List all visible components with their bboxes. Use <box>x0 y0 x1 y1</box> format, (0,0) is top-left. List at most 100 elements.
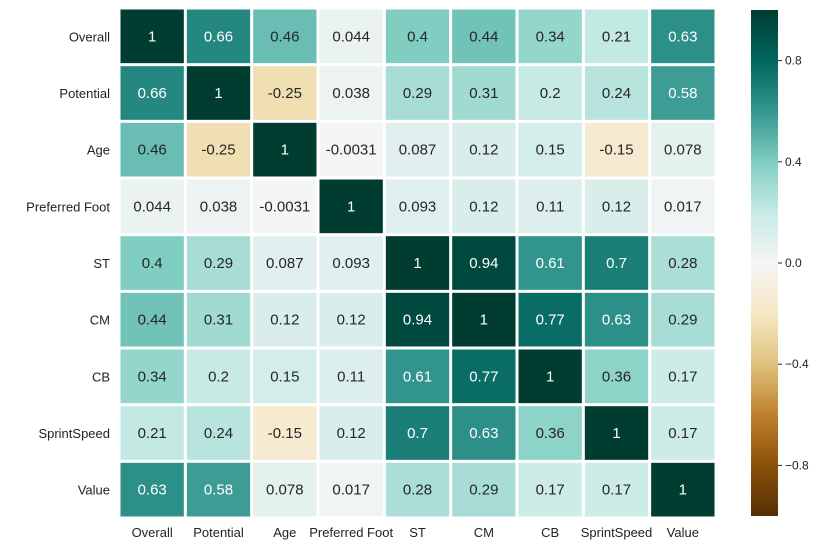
heatmap-cell <box>518 9 582 64</box>
cell-value-label: 0.63 <box>138 482 167 499</box>
heatmap-cell <box>319 292 383 347</box>
heatmap-cell <box>120 349 184 404</box>
cell-value-label: 0.12 <box>270 312 299 329</box>
y-tick-label: CM <box>90 313 110 328</box>
cell-value-label: 1 <box>281 142 289 159</box>
cell-value-label: 0.66 <box>138 85 167 102</box>
heatmap-cell <box>452 292 516 347</box>
y-tick-label: CB <box>92 369 110 384</box>
heatmap-cell <box>120 406 184 460</box>
y-tick-label: Potential <box>59 86 110 101</box>
heatmap-cell <box>186 66 251 120</box>
heatmap-cell <box>120 9 184 64</box>
cell-value-label: 0.24 <box>204 425 233 442</box>
x-tick-label: SprintSpeed <box>581 525 653 540</box>
heatmap-cell <box>319 406 383 460</box>
heatmap-cell <box>651 236 715 290</box>
cell-value-label: 0.12 <box>337 425 366 442</box>
heatmap-cell <box>518 236 582 290</box>
heatmap-cell <box>253 179 317 234</box>
x-tick-label: ST <box>409 525 426 540</box>
colorbar-tick-label: 0.0 <box>785 256 802 270</box>
cell-value-label: 0.17 <box>668 425 697 442</box>
x-tick-label: Potential <box>193 525 244 540</box>
heatmap-cell <box>186 9 251 64</box>
cell-value-label: 0.46 <box>138 142 167 159</box>
heatmap-cell <box>452 179 516 234</box>
cell-value-label: 0.44 <box>469 28 498 45</box>
x-axis-labels: Overall Potential Age Preferred Foot ST CM CB S… <box>132 525 699 540</box>
cell-value-label: 1 <box>679 482 687 499</box>
heatmap-cell <box>518 179 582 234</box>
cell-value-label: 0.15 <box>536 142 565 159</box>
x-tick-label: Overall <box>132 525 173 540</box>
heatmap-cell <box>385 292 450 347</box>
cell-value-label: 0.038 <box>200 198 238 215</box>
heatmap-cell <box>518 349 582 404</box>
cell-value-label: 0.017 <box>664 198 702 215</box>
heatmap-cell <box>120 179 184 234</box>
heatmap-cell <box>584 292 649 347</box>
cell-value-label: 0.63 <box>668 28 697 45</box>
heatmap-cell <box>253 122 317 177</box>
cell-value-label: 0.94 <box>403 312 432 329</box>
y-tick-label: Value <box>78 483 110 498</box>
x-tick-label: Age <box>273 525 296 540</box>
heatmap-cell <box>186 349 251 404</box>
heatmap-cell <box>584 179 649 234</box>
colorbar-tick-label: 0.8 <box>785 54 802 68</box>
cell-value-label: 0.61 <box>536 255 565 272</box>
heatmap-cell <box>186 462 251 517</box>
cell-value-label: 1 <box>546 368 554 385</box>
heatmap-cell <box>651 179 715 234</box>
cell-value-label: 0.21 <box>602 28 631 45</box>
heatmap-cell <box>584 349 649 404</box>
cell-value-label: 0.29 <box>469 482 498 499</box>
cell-value-label: 0.63 <box>469 425 498 442</box>
cell-value-label: 0.044 <box>133 198 171 215</box>
cell-value-label: 0.66 <box>204 28 233 45</box>
cell-value-label: 0.28 <box>403 482 432 499</box>
cell-value-label: 0.77 <box>469 368 498 385</box>
colorbar-tick-label: 0.4 <box>785 155 802 169</box>
heatmap-cell <box>651 462 715 517</box>
cell-value-label: 0.078 <box>664 142 702 159</box>
heatmap-cell <box>253 406 317 460</box>
heatmap-cell <box>120 462 184 517</box>
y-tick-label: ST <box>93 256 110 271</box>
heatmap-cell <box>651 66 715 120</box>
heatmap-cell <box>651 349 715 404</box>
cell-value-label: 0.17 <box>602 482 631 499</box>
heatmap-cell <box>186 292 251 347</box>
cell-value-label: 0.017 <box>332 482 370 499</box>
cell-value-label: 0.77 <box>536 312 565 329</box>
cell-value-label: 0.087 <box>266 255 304 272</box>
cell-value-label: 0.12 <box>469 142 498 159</box>
cell-value-label: 0.038 <box>332 85 370 102</box>
y-tick-label: Preferred Foot <box>26 199 110 214</box>
cell-value-label: 1 <box>612 425 620 442</box>
heatmap-cell <box>518 292 582 347</box>
cell-value-label: 0.17 <box>668 368 697 385</box>
heatmap-cell <box>253 462 317 517</box>
heatmap-cell <box>518 462 582 517</box>
cell-value-label: 0.36 <box>536 425 565 442</box>
heatmap-cell <box>253 66 317 120</box>
cell-value-label: 0.31 <box>204 312 233 329</box>
cell-value-label: -0.0031 <box>326 142 377 159</box>
heatmap-cell <box>452 9 516 64</box>
heatmap-cell <box>385 122 450 177</box>
cell-value-label: 0.58 <box>668 85 697 102</box>
cell-value-label: 0.12 <box>469 198 498 215</box>
heatmap-cell <box>120 292 184 347</box>
heatmap-cell <box>584 236 649 290</box>
heatmap-cell <box>651 406 715 460</box>
heatmap-cell <box>186 406 251 460</box>
cell-value-label: 0.4 <box>142 255 163 272</box>
cell-value-label: -0.0031 <box>259 198 310 215</box>
cell-value-label: 0.61 <box>403 368 432 385</box>
y-tick-label: Age <box>87 143 110 158</box>
x-tick-label: CM <box>474 525 494 540</box>
cell-value-label: 1 <box>214 85 222 102</box>
